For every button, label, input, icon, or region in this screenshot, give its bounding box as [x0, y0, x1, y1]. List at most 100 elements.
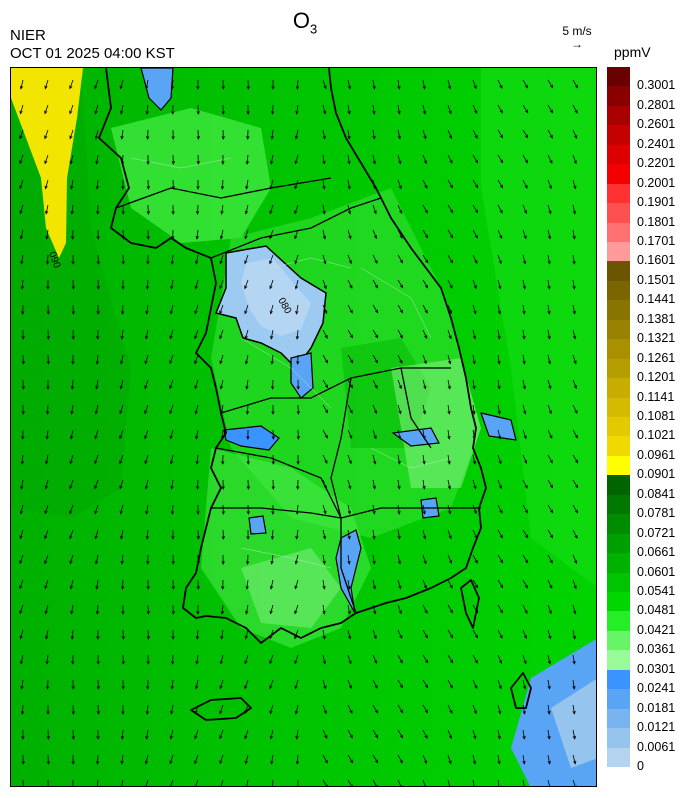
- wind-vector-head: [399, 684, 404, 689]
- wind-vector-head: [194, 310, 198, 315]
- wind-vector: [347, 204, 351, 214]
- wind-vector: [270, 604, 274, 614]
- wind-vector-head: [374, 784, 378, 786]
- wind-vector: [572, 529, 578, 539]
- wind-vector-head: [522, 285, 526, 290]
- wind-vector: [422, 79, 425, 89]
- legend-swatch: [607, 319, 630, 340]
- low-area-north: [140, 68, 174, 111]
- wind-vector-head: [70, 410, 74, 415]
- wind-vector-head: [120, 360, 124, 365]
- legend-swatch: [607, 339, 630, 360]
- wind-vector: [347, 379, 353, 389]
- wind-vector: [322, 304, 328, 314]
- wind-vector-head: [374, 359, 378, 364]
- wind-vector-head: [397, 435, 402, 440]
- wind-vector-head: [71, 336, 75, 340]
- wind-vector-head: [46, 686, 50, 690]
- wind-vector-head: [94, 435, 98, 440]
- wind-vector: [45, 204, 49, 214]
- wind-vector-head: [524, 534, 529, 539]
- wind-vector: [372, 704, 378, 713]
- legend-swatch: [607, 144, 630, 165]
- wind-vector: [372, 429, 377, 439]
- wind-vector: [447, 504, 451, 514]
- wind-vector: [94, 429, 99, 439]
- wind-vector: [70, 579, 74, 589]
- wind-vector-head: [94, 560, 99, 565]
- agency-label: NIER: [10, 27, 46, 44]
- wind-vector-head: [549, 585, 553, 590]
- wind-vector-head: [95, 185, 100, 190]
- light-field-east: [391, 358, 481, 488]
- wind-vector: [295, 679, 299, 689]
- wind-vector: [372, 754, 379, 763]
- wind-vector-head: [374, 284, 378, 289]
- wind-vector-head: [372, 535, 376, 540]
- wind-vector: [347, 329, 353, 338]
- wind-vector-head: [146, 161, 150, 165]
- wind-vector-head: [170, 85, 175, 90]
- wind-vector: [397, 354, 403, 364]
- wind-vector-head: [423, 385, 427, 390]
- wind-vector-head: [347, 210, 352, 215]
- wind-vector-head: [398, 385, 402, 390]
- wind-vector: [322, 229, 326, 239]
- wind-vector: [219, 754, 224, 764]
- legend-swatch: [607, 436, 630, 457]
- wind-vector: [422, 554, 427, 564]
- wind-vector: [497, 479, 502, 489]
- wind-vector-head: [169, 310, 174, 315]
- wind-vector-head: [120, 135, 124, 140]
- wind-vector: [20, 629, 24, 639]
- wind-vector-head: [269, 635, 273, 640]
- wind-vector: [246, 379, 249, 389]
- wind-vector-head: [221, 561, 225, 565]
- wind-vector-head: [71, 236, 75, 240]
- wind-vector: [145, 329, 149, 339]
- wind-vector: [172, 654, 174, 665]
- legend-swatch: [607, 280, 630, 301]
- legend-swatch: [607, 125, 630, 146]
- wind-vector-head: [499, 209, 503, 214]
- wind-vector-head: [195, 636, 200, 640]
- wind-vector-head: [70, 635, 75, 640]
- wind-vector-head: [472, 410, 476, 415]
- wind-vector: [220, 779, 224, 786]
- wind-vector-head: [270, 536, 275, 540]
- wind-vector: [422, 679, 429, 688]
- wind-vector: [497, 154, 504, 163]
- wind-vector-head: [270, 560, 274, 565]
- wind-vector: [372, 579, 376, 589]
- wind-vector: [572, 404, 578, 414]
- wind-vector: [96, 779, 99, 786]
- wind-vector-head: [399, 360, 403, 364]
- wind-vector-head: [295, 310, 299, 315]
- wind-vector-head: [547, 710, 551, 715]
- wind-vector-head: [374, 709, 378, 714]
- wind-vector-head: [219, 660, 224, 665]
- wind-vector: [422, 754, 427, 764]
- wind-vector-head: [348, 460, 352, 465]
- wind-vector: [572, 479, 579, 488]
- wind-vector-head: [146, 186, 150, 190]
- wind-vector: [195, 254, 199, 264]
- wind-vector-head: [220, 210, 224, 215]
- wind-vector: [45, 479, 49, 489]
- wind-vector: [422, 579, 427, 589]
- wind-vector-head: [119, 410, 123, 415]
- wind-vector-head: [295, 735, 299, 740]
- wind-vector-head: [572, 285, 576, 290]
- legend-swatch: [607, 747, 630, 768]
- wind-vector: [347, 529, 350, 539]
- wind-vector: [270, 579, 274, 589]
- wind-vector-head: [146, 136, 150, 140]
- wind-vector-head: [220, 435, 225, 440]
- wind-vector: [20, 654, 24, 664]
- wind-vector: [194, 729, 199, 739]
- wind-vector-head: [47, 786, 50, 787]
- wind-vector-head: [449, 160, 453, 164]
- legend-swatch: [607, 300, 630, 321]
- wind-vector-head: [221, 86, 225, 90]
- wind-vector-head: [572, 660, 576, 665]
